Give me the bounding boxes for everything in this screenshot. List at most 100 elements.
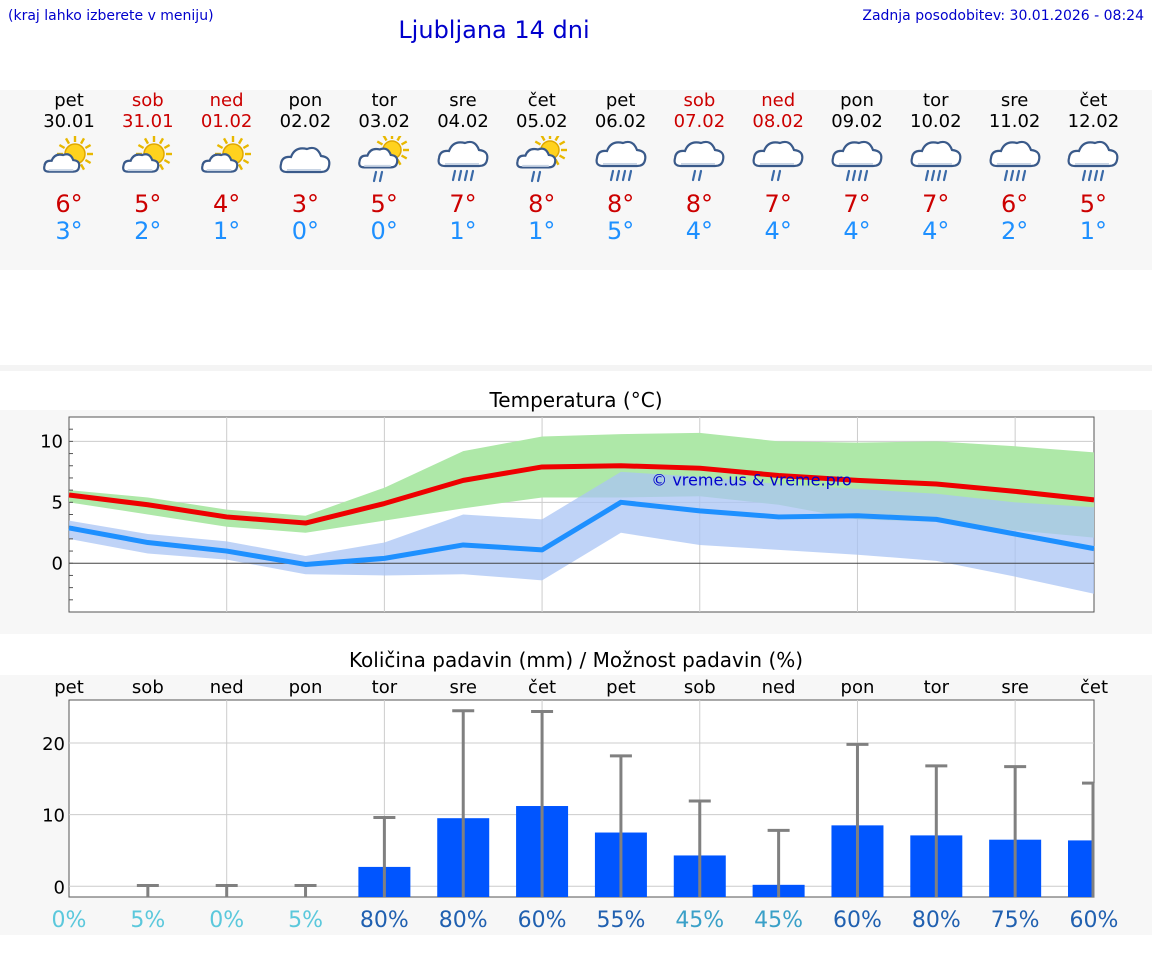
day-date: 31.01 xyxy=(122,111,174,132)
min-temperature: 2° xyxy=(134,217,162,245)
day-date: 06.02 xyxy=(594,111,647,132)
cloud-shape xyxy=(752,140,804,168)
day-name: sob xyxy=(683,90,716,111)
sun-ray xyxy=(540,136,546,142)
day-name: čet xyxy=(527,90,556,111)
day-date: 03.02 xyxy=(358,111,410,132)
raindrop xyxy=(777,169,782,182)
probability-label: 80% xyxy=(439,908,488,933)
raindrop xyxy=(1094,169,1099,182)
day-column: tor 03.02 5° 0° xyxy=(344,90,424,244)
day-name: pet xyxy=(605,90,636,111)
min-temperature: 1° xyxy=(449,217,477,245)
cloud-shape xyxy=(910,140,962,168)
sun-ray xyxy=(137,143,145,150)
day-name: pet xyxy=(54,90,84,111)
probability-label: 80% xyxy=(912,908,961,933)
cloud-rain-icon xyxy=(437,140,489,182)
probability-label: 75% xyxy=(991,908,1040,933)
cloud-light-rain-icon xyxy=(673,140,725,182)
min-temperature-line xyxy=(68,499,1095,567)
raindrop xyxy=(692,169,697,182)
day-column: pet 06.02 8° 5° xyxy=(581,90,661,244)
raindrop xyxy=(924,169,929,182)
probability-label: 45% xyxy=(754,908,803,933)
raindrop xyxy=(1100,169,1105,182)
raindrop xyxy=(373,170,378,183)
sun-ray xyxy=(242,158,249,165)
temperature-chart-title: Temperatura (°C) xyxy=(489,388,663,412)
max-temperature: 5° xyxy=(370,190,398,218)
category-label: pet xyxy=(54,677,84,698)
cloud-shape xyxy=(673,140,725,168)
raindrop xyxy=(771,169,776,182)
probability-label: 45% xyxy=(675,908,724,933)
day-date: 09.02 xyxy=(831,111,883,132)
cloud-rain-icon xyxy=(831,140,883,182)
sun-ray xyxy=(554,136,560,142)
day-column: čet 05.02 8° 1° xyxy=(502,90,582,244)
day-name: pon xyxy=(288,90,323,111)
day-column: sob 07.02 8° 4° xyxy=(659,90,739,244)
min-temperature: 3° xyxy=(55,217,83,245)
raindrop xyxy=(621,169,626,182)
probability-label: 60% xyxy=(518,908,567,933)
day-column: sob 31.01 5° 2° xyxy=(108,90,188,244)
max-temperature: 5° xyxy=(134,190,162,218)
sun-ray xyxy=(79,137,86,145)
icon-group xyxy=(673,140,725,182)
sun-ray xyxy=(382,136,388,142)
sun-ray xyxy=(64,137,71,145)
location-hint: (kraj lahko izberete v meniju) xyxy=(8,8,214,24)
category-label: ned xyxy=(210,677,244,698)
sun-ray xyxy=(79,163,86,171)
sun-ray xyxy=(237,163,243,171)
cloud-shape xyxy=(43,153,81,173)
raindrop xyxy=(851,169,857,182)
max-temperature: 8° xyxy=(606,190,635,218)
cloud-shape xyxy=(831,140,883,168)
sun-ray xyxy=(163,143,170,150)
day-column: ned 01.02 4° 1° xyxy=(187,90,267,244)
category-label: tor xyxy=(924,677,950,698)
probability-label: 5% xyxy=(130,908,165,933)
raindrop xyxy=(379,170,384,183)
min-temperature: 0° xyxy=(370,217,398,245)
probability-label: 55% xyxy=(596,908,645,933)
category-label: sre xyxy=(1001,677,1028,698)
sun-ray xyxy=(84,143,92,150)
sun-ray xyxy=(58,143,66,150)
category-label: pon xyxy=(289,677,323,698)
category-label: ned xyxy=(762,677,796,698)
day-date: 04.02 xyxy=(437,111,489,132)
day-name: tor xyxy=(923,90,949,111)
temperature-chart: 10 5 0 © vreme.us & vreme.pro xyxy=(40,416,1095,613)
category-label: čet xyxy=(1080,677,1108,698)
day-name: ned xyxy=(761,90,796,111)
day-column: pet 30.01 6° 3° xyxy=(29,90,109,244)
raindrop xyxy=(451,169,457,182)
day-name: čet xyxy=(1079,90,1108,111)
cloud-rain-icon xyxy=(989,140,1041,182)
day-column: pon 02.02 3° 0° xyxy=(265,90,345,244)
cloud-shape xyxy=(121,153,160,173)
sun-ray xyxy=(376,140,384,146)
watermark: © vreme.us & vreme.pro xyxy=(651,470,852,489)
y-tick-label: 0 xyxy=(52,553,63,574)
raindrop xyxy=(1003,169,1008,182)
max-temperature: 7° xyxy=(449,190,477,218)
probability-label: 5% xyxy=(288,908,323,933)
cloud-light-rain-icon xyxy=(752,140,804,182)
cloud-icon xyxy=(279,146,331,174)
day-name: ned xyxy=(209,90,244,111)
icon-group xyxy=(752,140,804,182)
sun-ray xyxy=(401,140,408,146)
last-updated: Zadnja posodobitev: 30.01.2026 - 08:24 xyxy=(862,8,1144,24)
icon-group xyxy=(831,140,883,182)
max-temperature: 5° xyxy=(1079,190,1108,218)
day-date: 01.02 xyxy=(200,111,253,132)
sun-ray xyxy=(84,158,92,165)
probability-label: 0% xyxy=(209,908,244,933)
min-temperature: 4° xyxy=(922,217,950,245)
day-name: sre xyxy=(1000,90,1029,111)
